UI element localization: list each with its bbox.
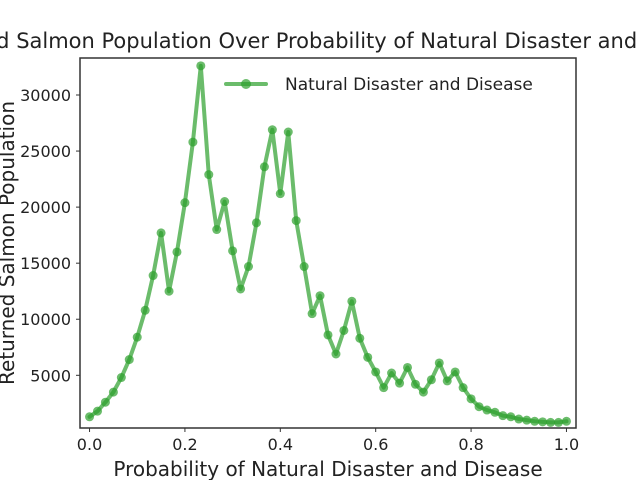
data-point — [204, 170, 214, 180]
data-point — [196, 61, 206, 71]
data-point — [100, 397, 110, 407]
data-point — [506, 412, 516, 422]
y-tick-label: 15000 — [20, 254, 71, 273]
data-point — [275, 189, 285, 199]
data-point — [85, 412, 95, 422]
y-tick-label: 30000 — [20, 86, 71, 105]
data-point — [553, 417, 563, 427]
data-point — [474, 402, 484, 412]
y-tick-label: 20000 — [20, 198, 71, 217]
x-tick-label: 0.4 — [268, 435, 293, 454]
data-point — [180, 198, 190, 208]
data-point — [124, 355, 134, 365]
data-point — [132, 332, 142, 342]
data-point — [538, 417, 548, 427]
data-point — [530, 416, 540, 426]
data-point — [426, 375, 436, 385]
data-point — [442, 376, 452, 386]
x-axis-label: Probability of Natural Disaster and Dise… — [113, 457, 542, 480]
data-point — [450, 367, 460, 377]
data-point — [395, 378, 405, 388]
data-point — [522, 415, 532, 425]
data-point — [379, 383, 389, 393]
data-point — [220, 197, 230, 207]
data-point — [283, 127, 293, 137]
data-point — [490, 407, 500, 417]
data-point — [482, 405, 492, 415]
x-tick-label: 0.2 — [172, 435, 197, 454]
data-point — [403, 362, 413, 372]
x-tick-label: 1.0 — [554, 435, 579, 454]
data-point — [188, 137, 198, 147]
plot-frame — [79, 57, 577, 429]
y-axis-ticks: 5000 10000 15000 20000 25000 30000 — [20, 86, 80, 385]
data-point — [93, 406, 103, 416]
data-point — [410, 379, 420, 389]
data-point — [299, 262, 309, 272]
data-point — [355, 333, 365, 343]
data-point — [108, 387, 118, 397]
data-point — [243, 262, 253, 272]
data-point — [323, 330, 333, 340]
data-point — [561, 416, 571, 426]
series-line — [87, 63, 569, 425]
data-point — [466, 394, 476, 404]
data-point — [228, 246, 238, 256]
x-axis-ticks: 0.0 0.2 0.4 0.6 0.8 1.0 — [77, 428, 579, 454]
legend-swatch-marker — [241, 79, 251, 89]
data-point — [212, 225, 222, 235]
x-tick-label: 0.8 — [458, 435, 483, 454]
data-point — [148, 271, 158, 281]
data-point — [514, 414, 524, 424]
data-point — [363, 352, 373, 362]
data-point — [236, 284, 246, 294]
data-point — [546, 417, 556, 427]
y-tick-label: 5000 — [30, 366, 71, 385]
series-layer — [85, 61, 571, 427]
legend-label: Natural Disaster and Disease — [285, 75, 533, 95]
data-point — [156, 228, 166, 238]
data-point — [418, 387, 428, 397]
data-point — [434, 358, 444, 368]
chart-title: Returned Salmon Population Over Probabil… — [0, 29, 640, 53]
data-point — [140, 305, 150, 315]
data-point — [331, 349, 341, 359]
data-point — [259, 162, 269, 172]
data-point — [172, 247, 182, 257]
data-point — [458, 383, 468, 393]
data-point — [347, 296, 357, 306]
data-point — [267, 125, 277, 135]
data-point — [371, 367, 381, 377]
data-point — [291, 216, 301, 226]
data-point — [339, 325, 349, 335]
x-tick-label: 0.6 — [363, 435, 388, 454]
data-point — [164, 286, 174, 296]
data-point — [387, 368, 397, 378]
y-tick-label: 25000 — [20, 142, 71, 161]
data-point — [116, 373, 126, 383]
y-tick-label: 10000 — [20, 310, 71, 329]
y-axis-label: Returned Salmon Population — [0, 101, 19, 385]
legend: Natural Disaster and Disease — [224, 75, 533, 95]
data-point — [251, 218, 261, 228]
data-point — [307, 309, 317, 319]
data-point — [315, 291, 325, 301]
data-point — [498, 411, 508, 421]
x-tick-label: 0.0 — [77, 435, 102, 454]
